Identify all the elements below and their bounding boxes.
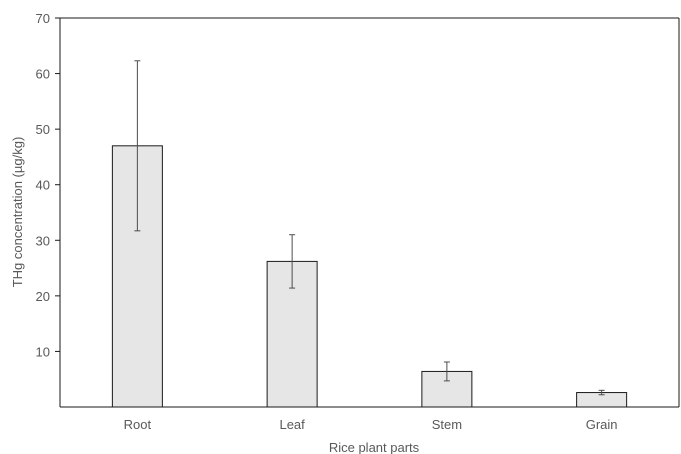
x-tick-label: Grain (586, 417, 618, 432)
y-tick-label: 60 (36, 67, 50, 82)
plot-area (59, 17, 680, 408)
bar (421, 370, 473, 408)
x-axis-ticks: Root Leaf Stem Grain (124, 417, 618, 432)
y-axis-ticks: 70 60 50 40 30 20 10 (36, 11, 60, 359)
y-tick-label: 70 (36, 11, 50, 26)
x-tick-label: Root (124, 417, 152, 432)
x-axis-title: Rice plant parts (329, 440, 420, 454)
y-tick-label: 50 (36, 122, 50, 137)
y-tick-label: 20 (36, 289, 50, 304)
y-tick-label: 40 (36, 178, 50, 193)
y-tick-label: 30 (36, 233, 50, 248)
x-tick-label: Leaf (279, 417, 305, 432)
x-tick-label: Stem (432, 417, 462, 432)
y-tick-label: 10 (36, 344, 50, 359)
y-axis-title: THg concentration (µg/kg) (10, 137, 25, 288)
